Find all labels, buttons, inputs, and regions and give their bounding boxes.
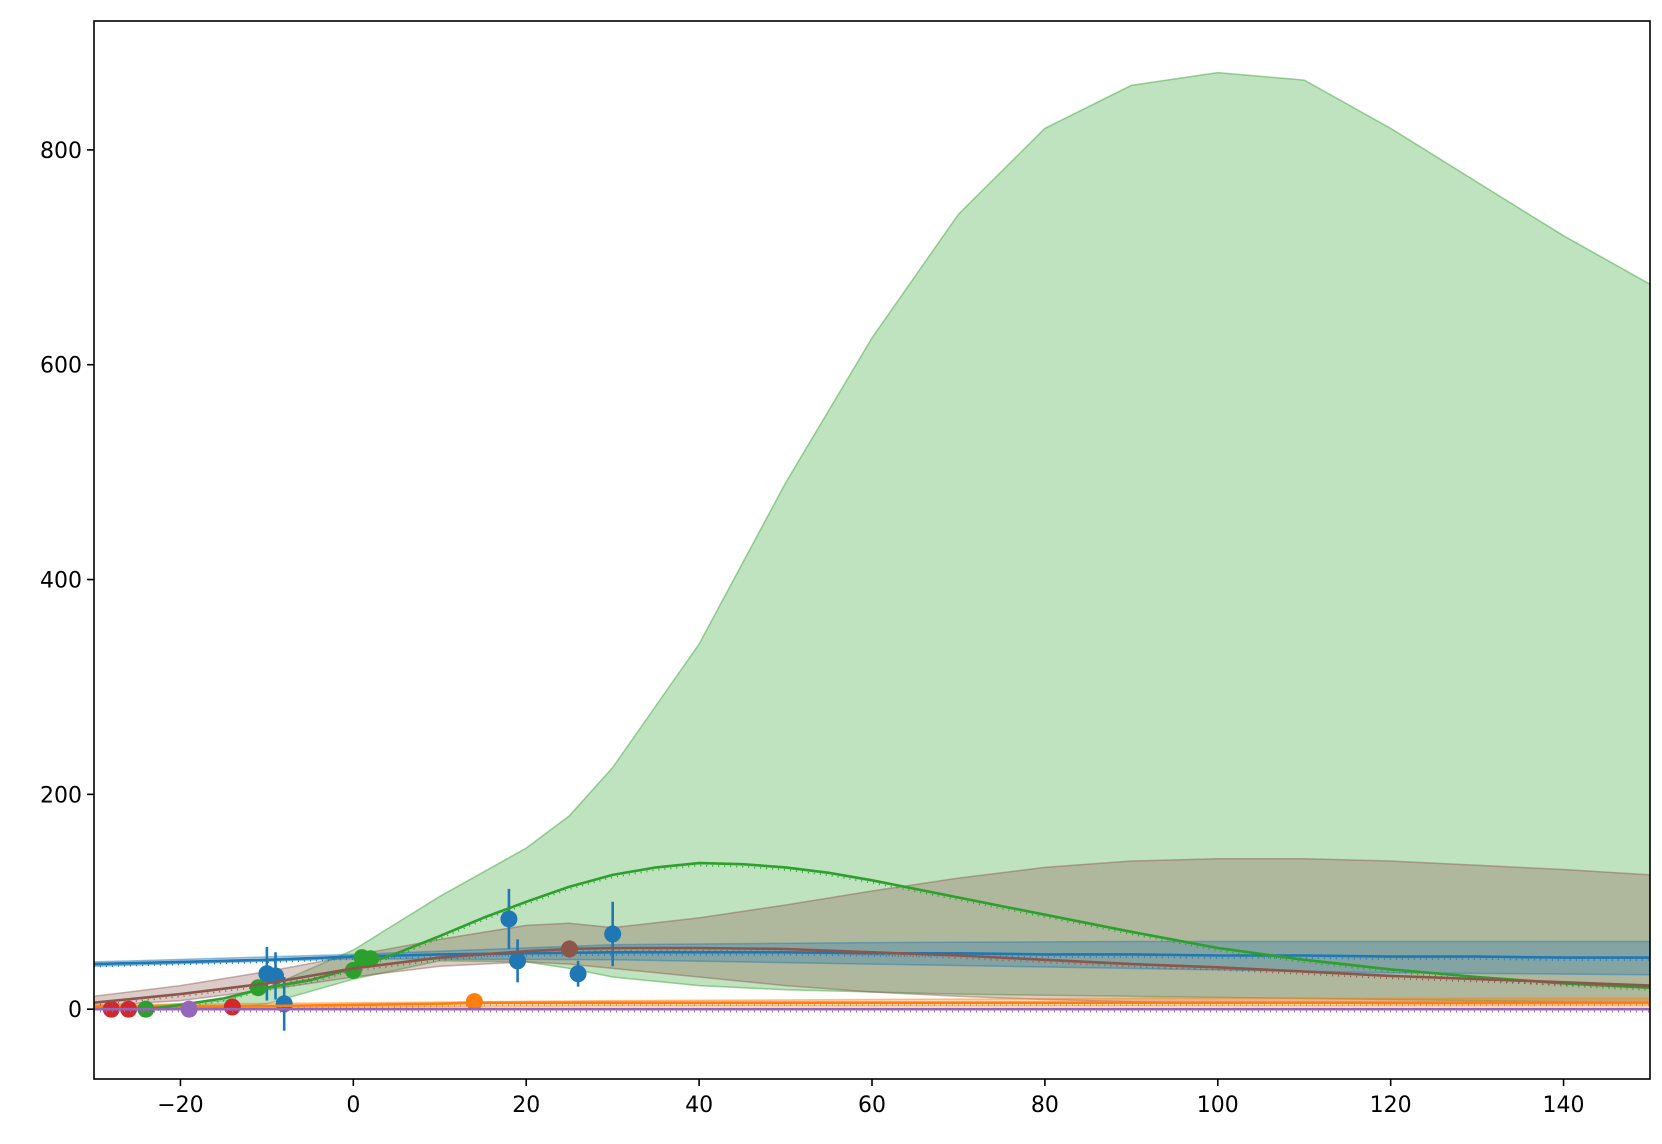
series-dotted-line-6 [94, 949, 1650, 1006]
series-dotted-line-1 [94, 953, 1650, 968]
series-line-3 [144, 861, 1650, 1011]
x-tick-label: −20 [157, 1093, 203, 1118]
data-point-6-1 [560, 940, 578, 958]
data-point-1-4 [500, 910, 518, 928]
y-tick-label: 800 [40, 139, 82, 164]
x-tick-label: 20 [512, 1093, 540, 1118]
x-tick-label: 60 [858, 1093, 886, 1118]
data-point-1-5 [509, 952, 527, 970]
data-point-4-3 [223, 998, 241, 1016]
confidence-band-3 [94, 940, 1650, 976]
data-point-5-1 [180, 1000, 198, 1018]
series-line-2 [94, 1001, 1650, 1009]
x-tick-label: 80 [1031, 1093, 1059, 1118]
plot-area [94, 71, 1650, 1031]
data-point-3-5 [362, 950, 380, 968]
x-axis: −20 0 20 40 60 80 100 120 140 [157, 1079, 1585, 1118]
x-tick-label: 140 [1543, 1093, 1585, 1118]
data-point-3-3 [344, 962, 362, 980]
x-tick-label: 0 [346, 1093, 360, 1118]
y-tick-label: 400 [40, 569, 82, 594]
y-tick-label: 600 [40, 354, 82, 379]
data-point-2-1 [465, 993, 483, 1011]
y-axis: 0 200 400 600 800 [40, 139, 94, 1023]
x-tick-label: 40 [685, 1093, 713, 1118]
x-tick-label: 120 [1370, 1093, 1412, 1118]
data-point-3-2 [249, 979, 267, 997]
x-tick-label: 100 [1197, 1093, 1239, 1118]
y-tick-label: 0 [68, 998, 82, 1023]
series-line-6 [94, 946, 1650, 1005]
y-tick-label: 200 [40, 783, 82, 808]
confidence-band-1 [145, 71, 1650, 1010]
data-point-1-6 [569, 965, 587, 983]
data-point-1-7 [604, 925, 622, 943]
